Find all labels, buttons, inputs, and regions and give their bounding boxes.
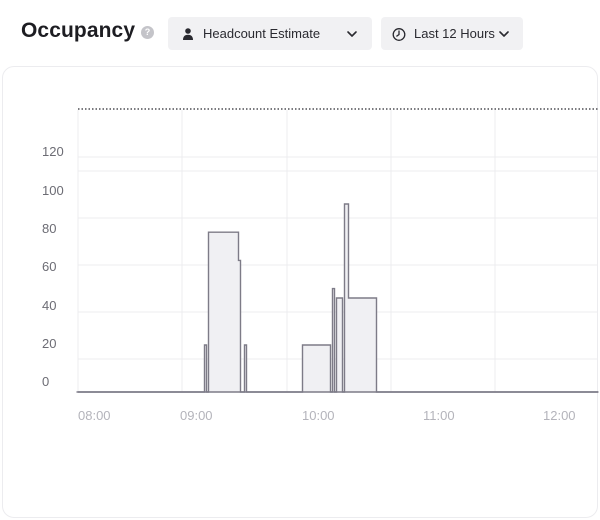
metric-dropdown-label: Headcount Estimate (203, 26, 321, 41)
help-circle-icon[interactable]: ? (141, 26, 154, 39)
chart-series (76, 203, 599, 393)
x-tick-label: 09:00 (180, 408, 213, 423)
y-axis: 0 20 40 60 80 100 120 (42, 144, 64, 389)
time-range-dropdown[interactable]: Last 12 Hours (381, 17, 523, 50)
y-tick-label: 20 (42, 336, 56, 351)
chevron-down-icon (346, 28, 358, 40)
y-tick-label: 0 (42, 374, 49, 389)
clock-icon (392, 27, 406, 41)
person-icon (181, 27, 195, 41)
x-axis: 08:00 09:00 10:00 11:00 12:00 (78, 408, 576, 423)
chevron-down-icon (498, 28, 510, 40)
metric-dropdown[interactable]: Headcount Estimate (168, 17, 372, 50)
y-tick-label: 80 (42, 221, 56, 236)
y-tick-label: 120 (42, 144, 64, 159)
x-tick-label: 11:00 (423, 408, 455, 423)
y-tick-label: 40 (42, 298, 56, 313)
x-tick-label: 12:00 (543, 408, 576, 423)
x-tick-label: 08:00 (78, 408, 111, 423)
x-tick-label: 10:00 (302, 408, 335, 423)
time-range-dropdown-label: Last 12 Hours (414, 26, 495, 41)
y-tick-label: 60 (42, 259, 56, 274)
y-tick-label: 100 (42, 183, 64, 198)
page-header: Occupancy ? Headcount Estimate Last 12 H… (0, 0, 600, 66)
chart-card (2, 66, 598, 518)
page-title: Occupancy (21, 19, 136, 42)
